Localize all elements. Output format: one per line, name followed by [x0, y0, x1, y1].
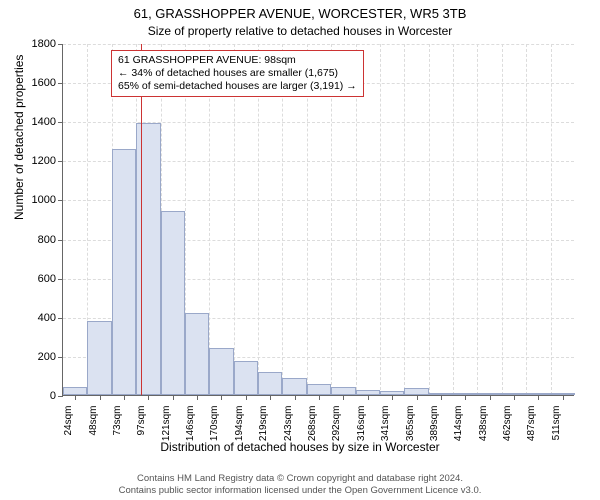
histogram-bar	[282, 378, 306, 395]
xtick-label: 268sqm	[307, 406, 318, 442]
xtick-label: 73sqm	[112, 406, 123, 436]
ytick-mark	[58, 279, 63, 280]
footer-line2: Contains public sector information licen…	[0, 485, 600, 496]
xtick-mark	[221, 395, 222, 400]
gridline-v	[380, 44, 381, 395]
xtick-mark	[246, 395, 247, 400]
ytick-label: 600	[16, 273, 56, 285]
histogram-bar	[63, 387, 87, 395]
histogram-bar	[331, 387, 355, 395]
histogram-bar	[234, 361, 258, 395]
xtick-label: 170sqm	[209, 406, 220, 442]
xtick-mark	[465, 395, 466, 400]
xtick-label: 146sqm	[185, 406, 196, 442]
histogram-bar	[307, 384, 331, 395]
histogram-bar	[112, 149, 136, 395]
xtick-mark	[392, 395, 393, 400]
xtick-mark	[295, 395, 296, 400]
gridline-v	[404, 44, 405, 395]
histogram-bar	[404, 388, 428, 395]
annotation-line3: 65% of semi-detached houses are larger (…	[118, 80, 357, 93]
xtick-label: 24sqm	[63, 406, 74, 436]
ytick-label: 800	[16, 234, 56, 246]
ytick-mark	[58, 122, 63, 123]
ytick-label: 400	[16, 312, 56, 324]
xtick-mark	[197, 395, 198, 400]
xtick-mark	[270, 395, 271, 400]
histogram-bar	[87, 321, 111, 395]
footer-attribution: Contains HM Land Registry data © Crown c…	[0, 473, 600, 496]
gridline-v	[526, 44, 527, 395]
ytick-mark	[58, 318, 63, 319]
ytick-label: 1800	[16, 38, 56, 50]
xtick-mark	[514, 395, 515, 400]
xtick-label: 438sqm	[478, 406, 489, 442]
xtick-label: 389sqm	[429, 406, 440, 442]
chart-title-line1: 61, GRASSHOPPER AVENUE, WORCESTER, WR5 3…	[0, 6, 600, 21]
footer-line1: Contains HM Land Registry data © Crown c…	[0, 473, 600, 484]
xtick-label: 365sqm	[405, 406, 416, 442]
x-axis-label: Distribution of detached houses by size …	[0, 440, 600, 454]
xtick-label: 97sqm	[136, 406, 147, 436]
xtick-mark	[75, 395, 76, 400]
ytick-mark	[58, 44, 63, 45]
gridline-v	[453, 44, 454, 395]
xtick-label: 462sqm	[502, 406, 513, 442]
xtick-mark	[100, 395, 101, 400]
ytick-label: 1000	[16, 194, 56, 206]
xtick-mark	[441, 395, 442, 400]
ytick-label: 1200	[16, 155, 56, 167]
xtick-mark	[124, 395, 125, 400]
gridline-v	[429, 44, 430, 395]
histogram-bar	[209, 348, 233, 395]
gridline-v	[551, 44, 552, 395]
xtick-label: 414sqm	[453, 406, 464, 442]
xtick-label: 341sqm	[380, 406, 391, 442]
gridline-v	[477, 44, 478, 395]
xtick-mark	[417, 395, 418, 400]
annotation-line1: 61 GRASSHOPPER AVENUE: 98sqm	[118, 54, 357, 67]
ytick-mark	[58, 357, 63, 358]
ytick-mark	[58, 83, 63, 84]
gridline-v	[502, 44, 503, 395]
ytick-mark	[58, 240, 63, 241]
annotation-line2: ← 34% of detached houses are smaller (1,…	[118, 67, 357, 80]
chart-title-line2: Size of property relative to detached ho…	[0, 24, 600, 38]
xtick-mark	[368, 395, 369, 400]
xtick-mark	[538, 395, 539, 400]
xtick-label: 194sqm	[234, 406, 245, 442]
xtick-label: 511sqm	[551, 406, 562, 441]
xtick-mark	[490, 395, 491, 400]
histogram-bar	[185, 313, 209, 395]
annotation-callout: 61 GRASSHOPPER AVENUE: 98sqm ← 34% of de…	[111, 50, 364, 97]
ytick-label: 1600	[16, 77, 56, 89]
xtick-label: 316sqm	[356, 406, 367, 442]
ytick-mark	[58, 161, 63, 162]
xtick-label: 243sqm	[283, 406, 294, 442]
xtick-mark	[563, 395, 564, 400]
ytick-label: 200	[16, 351, 56, 363]
ytick-label: 0	[16, 390, 56, 402]
xtick-label: 487sqm	[526, 406, 537, 442]
xtick-mark	[173, 395, 174, 400]
ytick-label: 1400	[16, 116, 56, 128]
ytick-mark	[58, 200, 63, 201]
xtick-mark	[319, 395, 320, 400]
xtick-mark	[343, 395, 344, 400]
xtick-mark	[148, 395, 149, 400]
xtick-label: 292sqm	[331, 406, 342, 442]
histogram-bar	[258, 372, 282, 395]
histogram-bar	[161, 211, 185, 395]
ytick-mark	[58, 396, 63, 397]
xtick-label: 48sqm	[88, 406, 99, 436]
xtick-label: 121sqm	[161, 406, 172, 442]
xtick-label: 219sqm	[258, 406, 269, 442]
histogram-plot-area: 61 GRASSHOPPER AVENUE: 98sqm ← 34% of de…	[62, 44, 574, 396]
